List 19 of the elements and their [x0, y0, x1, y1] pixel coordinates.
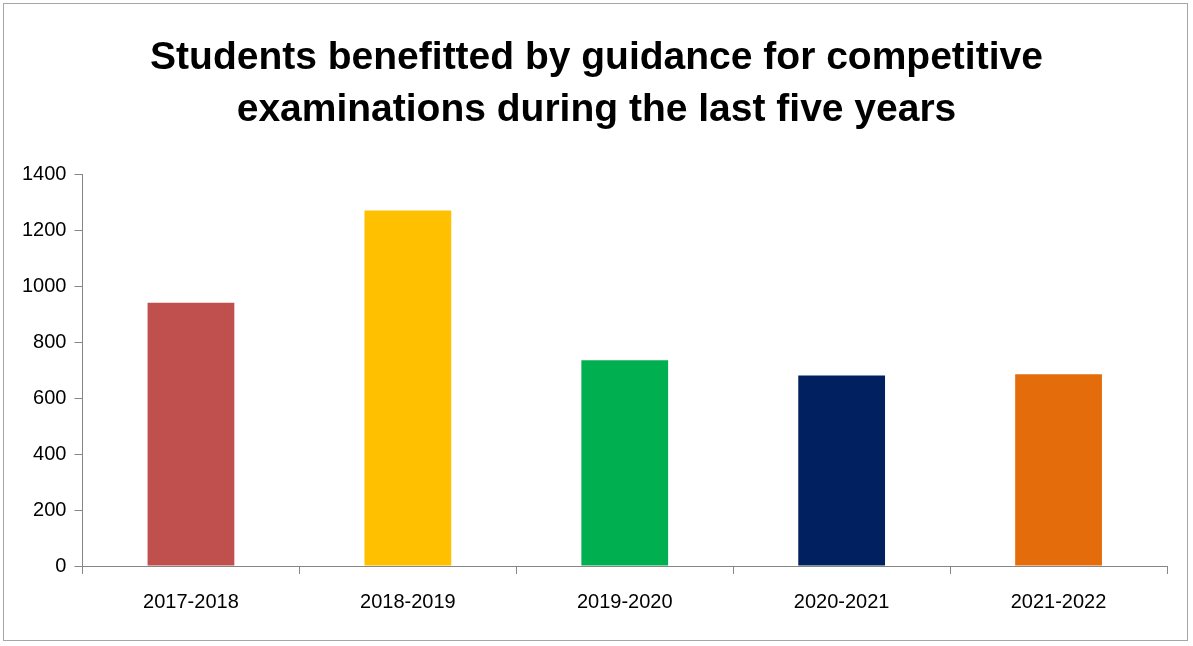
y-tick-label: 600 — [33, 385, 67, 408]
bar — [798, 375, 886, 566]
y-tick-label: 200 — [33, 497, 67, 520]
y-tick-label: 1400 — [21, 161, 67, 184]
y-tick-label: 1000 — [21, 273, 67, 296]
x-tick-label: 2018-2019 — [360, 589, 456, 612]
x-tick-label: 2020-2021 — [793, 589, 890, 612]
bar — [581, 360, 669, 566]
x-tick-label: 2021-2022 — [1010, 589, 1107, 612]
y-tick-label: 0 — [55, 553, 67, 576]
y-tick-label: 400 — [33, 441, 67, 464]
y-tick-label: 1200 — [21, 217, 67, 240]
bar — [147, 302, 235, 566]
x-tick-label: 2017-2018 — [143, 589, 239, 612]
bar — [364, 210, 452, 566]
x-tick-label: 2019-2020 — [576, 589, 673, 612]
chart-title: Students benefitted by guidance for competitive examinations during the last five years — [149, 33, 1044, 131]
bar — [1015, 374, 1102, 566]
y-tick-label: 800 — [33, 329, 67, 352]
